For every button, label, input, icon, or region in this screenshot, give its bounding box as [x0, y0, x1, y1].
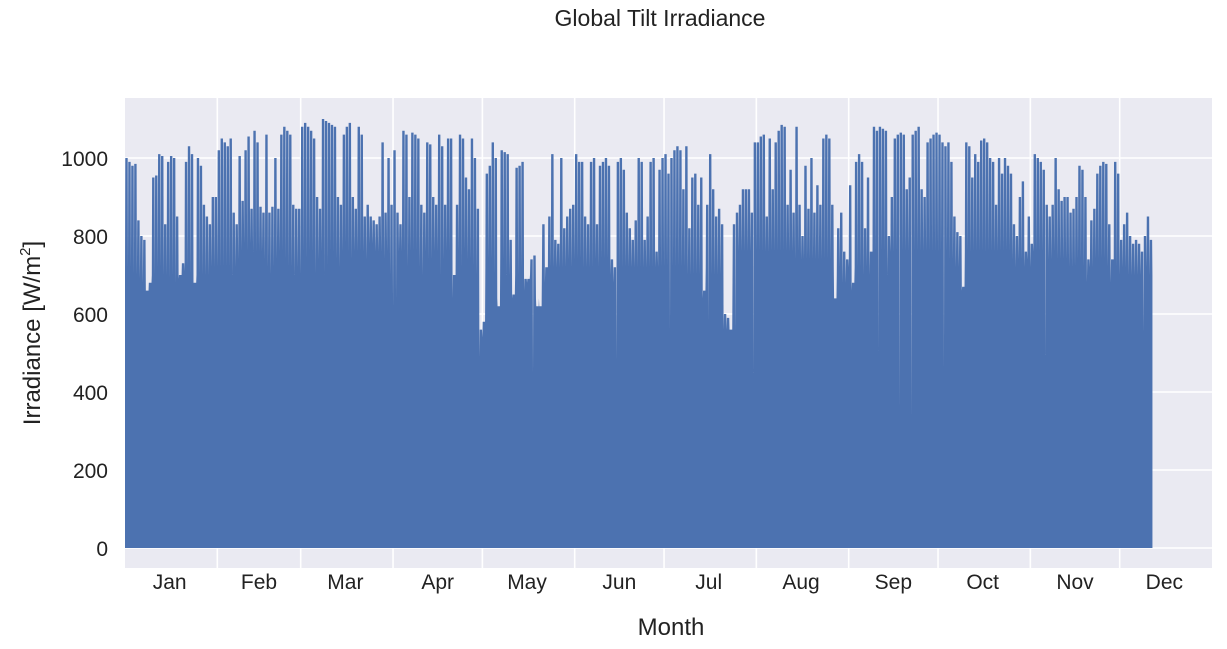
y-axis-label-superscript: 2: [17, 247, 34, 255]
y-tick-label: 0: [96, 538, 108, 561]
y-tick-label: 200: [73, 460, 108, 483]
x-tick-label: Jul: [695, 571, 722, 594]
x-tick-label: Dec: [1146, 571, 1183, 594]
x-tick-label: Jun: [602, 571, 636, 594]
x-tick-label: Nov: [1056, 571, 1094, 594]
y-tick-label: 1000: [61, 148, 108, 171]
x-tick-label: Aug: [782, 571, 819, 594]
x-tick-label: May: [507, 571, 547, 594]
y-axis-label: Irradiance [W/m2]: [17, 241, 46, 425]
x-axis-label: Month: [638, 614, 705, 641]
y-tick-labels: 0 200 400 600 800 1000: [61, 148, 108, 561]
y-tick-label: 600: [73, 304, 108, 327]
irradiance-area: [125, 119, 1153, 548]
chart-title: Global Tilt Irradiance: [555, 5, 766, 31]
y-tick-label: 800: [73, 226, 108, 249]
x-tick-label: Oct: [966, 571, 999, 594]
y-axis-label-suffix: ]: [19, 241, 46, 248]
x-tick-label: Jan: [153, 571, 187, 594]
x-tick-label: Apr: [421, 571, 454, 594]
irradiance-series: [125, 119, 1153, 548]
x-tick-label: Sep: [875, 571, 912, 594]
y-tick-label: 400: [73, 382, 108, 405]
x-tick-label: Mar: [327, 571, 363, 594]
x-tick-labels: Jan Feb Mar Apr May Jun Jul Aug Sep Oct Nov Dec: [153, 571, 1183, 594]
x-tick-label: Feb: [241, 571, 277, 594]
y-axis-label-main: Irradiance [W/m: [19, 256, 46, 425]
